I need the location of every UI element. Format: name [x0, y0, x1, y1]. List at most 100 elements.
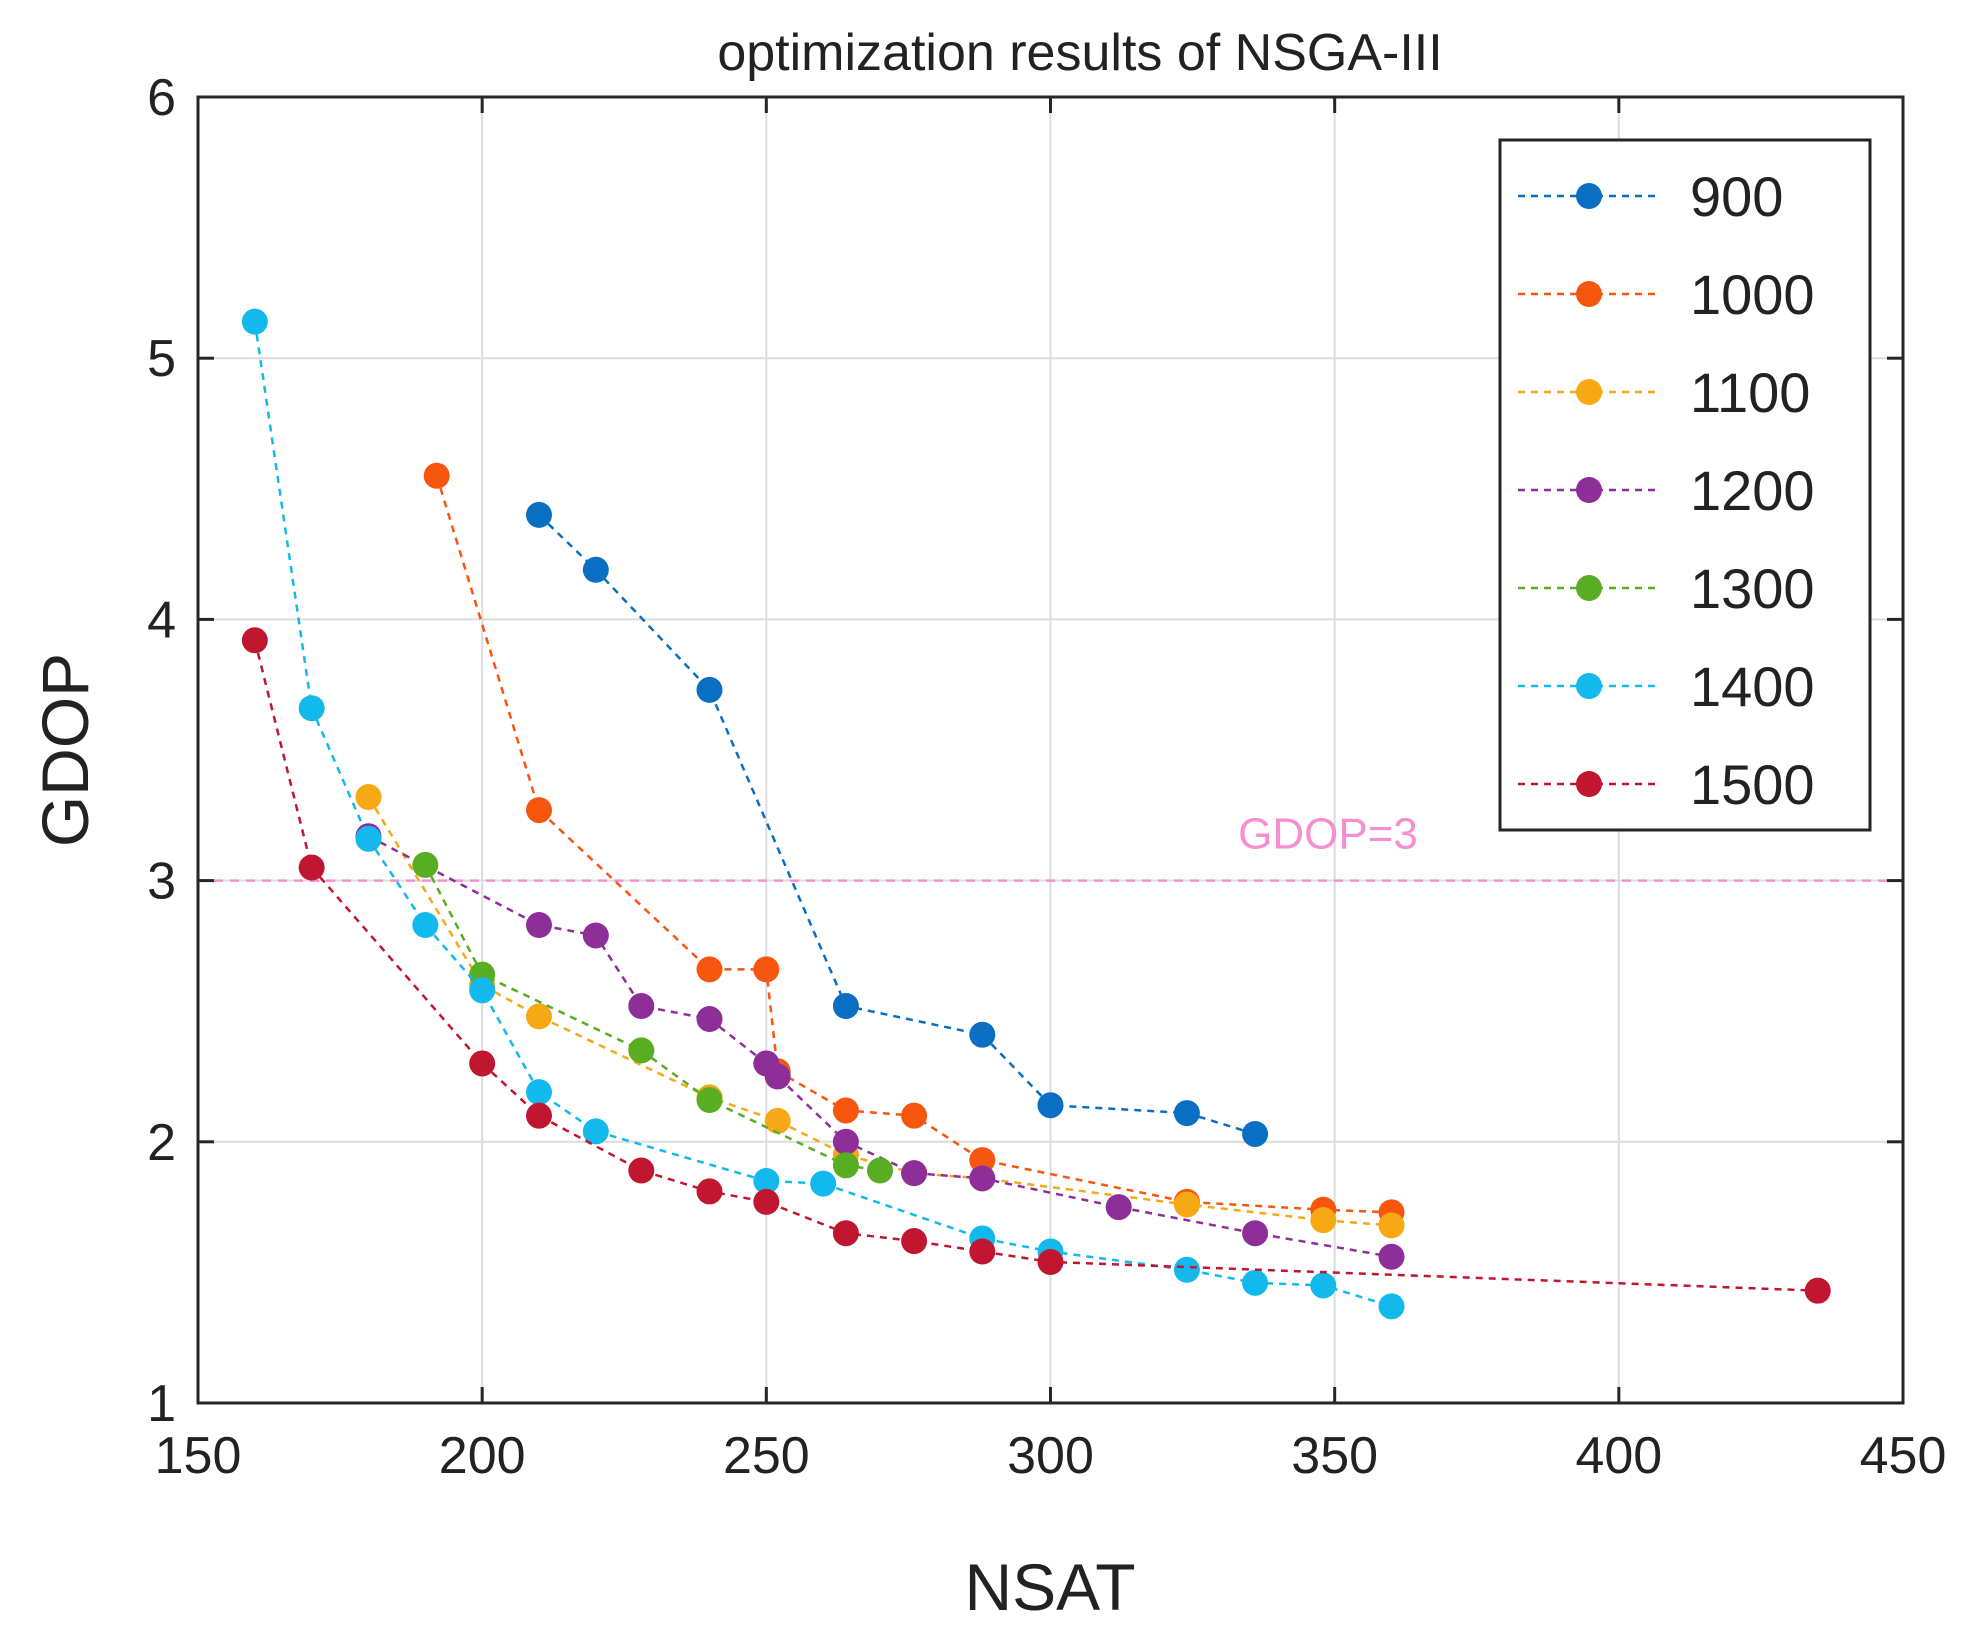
data-point-1400 — [1378, 1293, 1405, 1320]
data-point-1300 — [832, 1152, 859, 1179]
data-point-1400 — [526, 1079, 552, 1106]
data-point-1000 — [526, 797, 552, 824]
legend-label-1200: 1200 — [1690, 459, 1815, 522]
data-point-1100 — [355, 784, 382, 811]
data-point-1200 — [1242, 1220, 1269, 1247]
data-point-1500 — [241, 627, 268, 654]
series-line-1400 — [253, 321, 1392, 1308]
legend-label-900: 900 — [1690, 165, 1783, 228]
x-tick-label: 150 — [155, 1427, 242, 1485]
legend-entry-1000: 1000 — [1518, 263, 1815, 326]
x-tick-label: 250 — [723, 1427, 810, 1485]
data-point-1100 — [1310, 1207, 1337, 1234]
legend-entry-1400: 1400 — [1518, 655, 1815, 718]
y-tick-label: 6 — [147, 69, 176, 127]
data-point-1000 — [423, 462, 450, 489]
data-point-1500 — [1804, 1277, 1831, 1304]
legend-entry-1300: 1300 — [1518, 557, 1815, 620]
data-point-1200 — [696, 1006, 723, 1033]
data-point-1500 — [753, 1188, 780, 1215]
axis-ticks — [196, 95, 1905, 1405]
chart-title: optimization results of NSGA-III — [717, 24, 1442, 82]
data-point-1100 — [764, 1107, 791, 1134]
data-point-1200 — [1105, 1194, 1132, 1221]
y-tick-label: 4 — [147, 591, 176, 649]
y-tick-label: 1 — [147, 1375, 176, 1433]
data-point-1100 — [526, 1003, 552, 1030]
data-point-1200 — [969, 1165, 996, 1192]
data-point-900 — [582, 556, 609, 583]
data-point-1200 — [901, 1160, 928, 1187]
data-point-1000 — [901, 1102, 928, 1129]
data-point-1200 — [582, 922, 609, 949]
legend-marker-1200 — [1576, 477, 1602, 503]
series-1400 — [241, 308, 1405, 1320]
data-point-1500 — [901, 1228, 928, 1255]
data-point-1300 — [412, 851, 439, 878]
data-point-1100 — [1173, 1191, 1200, 1218]
data-point-900 — [832, 992, 859, 1019]
series-line-900 — [538, 514, 1256, 1136]
data-point-1400 — [298, 695, 325, 722]
data-point-1300 — [696, 1087, 723, 1114]
legend: 900 1000 1100 1200 1300 1400 1500 — [1498, 138, 1872, 832]
x-tick-label: 450 — [1860, 1427, 1947, 1485]
data-point-1000 — [969, 1147, 996, 1174]
data-point-900 — [696, 676, 723, 703]
data-point-1400 — [241, 308, 268, 335]
data-point-900 — [1037, 1092, 1064, 1119]
data-point-1400 — [1242, 1269, 1269, 1296]
data-point-1000 — [696, 956, 723, 983]
y-tick-label: 5 — [147, 330, 176, 388]
legend-label-1000: 1000 — [1690, 263, 1815, 326]
axis-tick-labels: 150 200 250 300 350 400 450 1 2 3 4 5 6 — [147, 69, 1946, 1485]
series-line-1100 — [367, 796, 1392, 1227]
data-point-1500 — [969, 1238, 996, 1265]
legend-label-1500: 1500 — [1690, 753, 1815, 816]
data-point-1500 — [469, 1050, 496, 1077]
data-point-1500 — [832, 1220, 859, 1247]
data-point-1000 — [753, 956, 780, 983]
data-point-1400 — [355, 825, 382, 852]
x-tick-label: 200 — [439, 1427, 526, 1485]
data-point-1400 — [810, 1170, 837, 1197]
x-axis-label: NSAT — [964, 1550, 1135, 1624]
reference-line-group: GDOP=3 — [198, 810, 1903, 882]
legend-label-1400: 1400 — [1690, 655, 1815, 718]
legend-entry-1200: 1200 — [1518, 459, 1815, 522]
y-tick-label: 2 — [147, 1114, 176, 1172]
data-point-1500 — [696, 1178, 723, 1205]
data-point-1200 — [832, 1128, 859, 1155]
data-point-1500 — [1037, 1248, 1064, 1275]
legend-marker-1000 — [1576, 281, 1602, 307]
series-1500 — [241, 627, 1831, 1304]
data-point-900 — [1242, 1120, 1269, 1147]
data-point-1200 — [526, 912, 552, 939]
data-point-1100 — [1378, 1212, 1405, 1239]
legend-entry-1500: 1500 — [1518, 753, 1815, 816]
series-900 — [526, 501, 1269, 1147]
legend-marker-1100 — [1576, 379, 1602, 405]
legend-marker-1400 — [1576, 673, 1602, 699]
series-line-1300 — [424, 864, 881, 1172]
data-point-900 — [1173, 1100, 1200, 1127]
data-point-1400 — [469, 977, 496, 1004]
data-point-1300 — [628, 1037, 655, 1064]
data-point-900 — [526, 501, 552, 528]
data-point-1400 — [753, 1167, 780, 1194]
legend-box — [1498, 138, 1872, 832]
data-point-1500 — [628, 1157, 655, 1184]
data-point-1000 — [832, 1097, 859, 1124]
data-point-1200 — [764, 1063, 791, 1090]
data-point-1200 — [628, 992, 655, 1019]
legend-entry-1100: 1100 — [1518, 361, 1810, 424]
x-tick-label: 300 — [1007, 1427, 1094, 1485]
data-point-1200 — [1378, 1243, 1405, 1270]
data-point-1300 — [867, 1157, 893, 1184]
data-point-1500 — [526, 1102, 552, 1129]
data-point-1400 — [1310, 1272, 1337, 1299]
y-axis-label: GDOP — [28, 653, 102, 847]
legend-marker-1300 — [1576, 575, 1602, 601]
legend-marker-900 — [1576, 183, 1602, 209]
